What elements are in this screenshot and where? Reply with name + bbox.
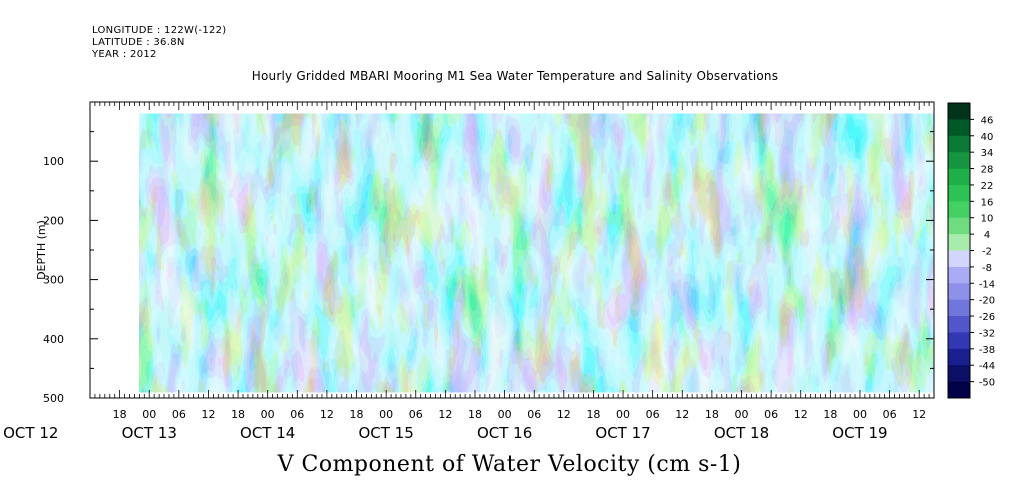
x-tick-label: 00	[142, 408, 156, 421]
colorbar-swatch	[948, 135, 970, 153]
x-tick-label: 18	[586, 408, 600, 421]
year-label: YEAR : 2012	[92, 49, 157, 60]
colorbar-label: -32	[979, 328, 995, 339]
colorbar-label: 40	[981, 132, 994, 143]
colorbar-label: 22	[981, 181, 994, 192]
x-tick-label: 00	[616, 408, 630, 421]
colorbar-swatch	[948, 184, 970, 202]
colorbar-swatch	[948, 332, 970, 350]
colorbar-label: 28	[981, 165, 994, 176]
colorbar-label: -20	[979, 296, 995, 307]
colorbar-swatch	[948, 266, 970, 284]
longitude-label: LONGITUDE : 122W(-122)	[92, 25, 227, 36]
chart-title: Hourly Gridded MBARI Mooring M1 Sea Wate…	[251, 69, 779, 83]
colorbar-swatch	[948, 234, 970, 251]
x-tick-label: 06	[290, 408, 304, 421]
x-tick-label: 06	[172, 408, 186, 421]
x-tick-label: 06	[883, 408, 897, 421]
colorbar-swatch	[948, 152, 970, 170]
x-day-label: OCT 14	[240, 424, 295, 442]
x-day-label: OCT 16	[477, 424, 532, 442]
x-tick-label: 12	[794, 408, 808, 421]
x-tick-label: 12	[320, 408, 334, 421]
x-tick-label: 12	[557, 408, 571, 421]
plot-area	[139, 113, 935, 393]
x-tick-label: 06	[646, 408, 660, 421]
y-tick-label: 400	[43, 333, 64, 346]
x-day-label: OCT 12	[3, 424, 58, 442]
y-axis-label: DEPTH (m)	[35, 220, 48, 280]
colorbar-swatch	[948, 250, 970, 268]
x-tick-label: 18	[231, 408, 245, 421]
y-tick-label: 300	[43, 274, 64, 287]
x-tick-label: 00	[261, 408, 275, 421]
colorbar-label: -26	[979, 312, 995, 323]
colorbar-swatch	[948, 316, 970, 333]
x-tick-label: 18	[350, 408, 364, 421]
x-tick-label: 06	[527, 408, 541, 421]
x-tick-label: 12	[675, 408, 689, 421]
x-tick-label: 12	[201, 408, 215, 421]
y-tick-label: 500	[43, 392, 64, 405]
colorbar-label: -38	[979, 345, 995, 356]
colorbar-label: 16	[981, 197, 994, 208]
colorbar-label: -2	[982, 247, 992, 258]
colorbar-swatch	[948, 365, 970, 383]
x-tick-label: 18	[468, 408, 482, 421]
x-tick-label: 12	[912, 408, 926, 421]
x-day-label: OCT 17	[595, 424, 650, 442]
colorbar-label: -8	[982, 263, 992, 274]
colorbar-label: -14	[979, 279, 995, 290]
chart-subtitle: V Component of Water Velocity (cm s-1)	[277, 452, 742, 477]
x-tick-label: 18	[823, 408, 837, 421]
colorbar-label: -44	[979, 361, 995, 372]
colorbar-swatch	[948, 103, 970, 120]
colorbar-label: 10	[981, 214, 994, 225]
velocity-field	[139, 113, 935, 393]
x-tick-label: 06	[409, 408, 423, 421]
colorbar-swatch	[948, 119, 970, 137]
colorbar-swatch	[948, 381, 970, 399]
x-tick-label: 00	[735, 408, 749, 421]
colorbar-swatch	[948, 168, 970, 186]
colorbar-swatch	[948, 283, 970, 301]
x-day-label: OCT 19	[832, 424, 887, 442]
colorbar-label: 4	[984, 230, 990, 241]
colorbar-label: -50	[979, 378, 995, 389]
colorbar-swatch	[948, 217, 970, 235]
y-tick-label: 100	[43, 155, 64, 168]
x-day-label: OCT 18	[714, 424, 769, 442]
x-tick-label: 00	[498, 408, 512, 421]
colorbar-label: 34	[981, 148, 994, 159]
x-day-label: OCT 13	[122, 424, 177, 442]
colorbar-swatch	[948, 348, 970, 366]
axes: 100 200 300 400 500 DEPTH (m) 18 00 06 12 18 00 06 12…	[3, 101, 935, 442]
colorbar: 46 40 34 28 22 16 10 4 -2 -8 -14 -20 -26 -32 -38 -44 -50	[947, 102, 995, 399]
x-tick-label: 00	[853, 408, 867, 421]
x-tick-label: 06	[764, 408, 778, 421]
x-tick-label: 00	[379, 408, 393, 421]
colorbar-label: 46	[981, 115, 994, 126]
x-day-label: OCT 15	[358, 424, 413, 442]
x-tick-label: 12	[438, 408, 452, 421]
latitude-label: LATITUDE : 36.8N	[92, 37, 185, 48]
colorbar-swatch	[948, 201, 970, 219]
x-tick-label: 18	[705, 408, 719, 421]
x-tick-label: 18	[113, 408, 127, 421]
y-tick-label: 200	[43, 214, 64, 227]
colorbar-swatch	[948, 299, 970, 317]
